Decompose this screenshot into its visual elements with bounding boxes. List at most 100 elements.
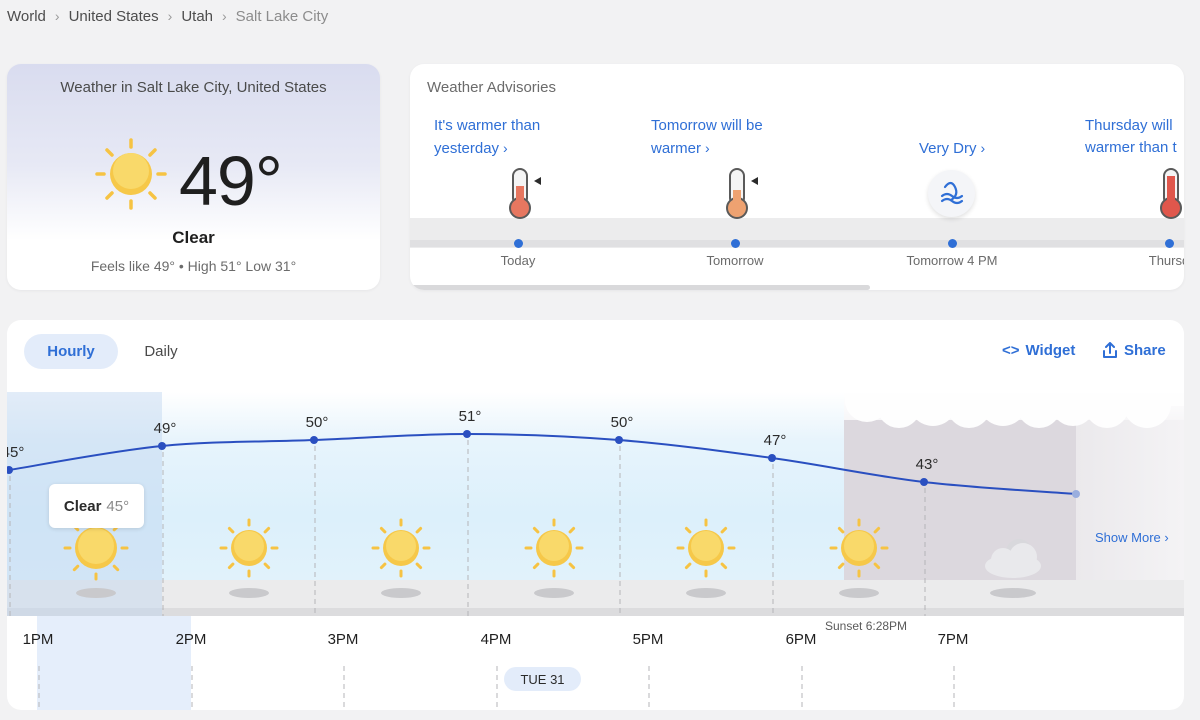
weather-advisories-card: Weather Advisories It's warmer than yest… <box>410 64 1184 290</box>
hour-temperature: 49° <box>153 420 177 437</box>
daytime-sky <box>7 392 844 616</box>
partly-cloudy-icon <box>985 539 1041 578</box>
current-weather-title: Weather in Salt Lake City, United States <box>60 79 327 96</box>
temperature-point <box>463 430 471 438</box>
breadcrumb-utah[interactable]: Utah <box>181 7 213 25</box>
sun-icon <box>371 518 431 578</box>
advisory-time: Tomorrow <box>706 253 764 268</box>
advisory-text-line: warmer than t <box>1085 139 1177 156</box>
advisories-scrollbar[interactable] <box>410 285 870 290</box>
sun-shadow <box>76 588 116 598</box>
sun-shadow <box>686 588 726 598</box>
forecast-card: Hourly Daily <> Widget Share <box>7 320 1184 710</box>
advisory-text-line: warmer <box>651 140 702 157</box>
temperature-point <box>310 436 318 444</box>
tab-daily[interactable]: Daily <box>144 343 178 360</box>
cloud-bank <box>845 378 1184 428</box>
advisories-timeline-line <box>410 240 1184 247</box>
sun-shadow <box>381 588 421 598</box>
advisory-text[interactable]: Thursday will warmer than t <box>1085 115 1184 159</box>
share-button[interactable]: Share <box>1102 342 1166 359</box>
tooltip-condition: Clear <box>63 497 102 515</box>
share-label: Share <box>1124 342 1166 359</box>
advisories-title: Weather Advisories <box>427 79 556 96</box>
sun-icon <box>829 518 889 578</box>
thermometer-warm-icon <box>509 168 541 219</box>
sun-icon <box>524 518 584 578</box>
advisory-text-line: It's warmer than <box>434 117 541 134</box>
cloud-shadow <box>990 588 1036 598</box>
breadcrumb-world[interactable]: World <box>7 7 46 25</box>
timeline-dot <box>514 239 523 248</box>
tooltip-temperature: 45° <box>106 497 130 515</box>
hourly-chart <box>7 378 1184 710</box>
advisory-text-line: Thursday will <box>1085 117 1173 134</box>
chevron-right-icon: › <box>705 140 710 156</box>
advisory-text[interactable]: Very Dry › <box>919 137 1119 160</box>
day-pill: TUE 31 <box>504 667 581 691</box>
temperature-line <box>8 432 1077 495</box>
tab-hourly[interactable]: Hourly <box>24 334 118 369</box>
thermometer-hot-icon <box>1160 168 1182 219</box>
ground-line <box>7 608 1184 616</box>
sun-icon <box>95 138 167 210</box>
hour-label: 1PM <box>22 631 54 648</box>
code-icon: <> <box>1002 342 1020 359</box>
share-icon <box>1103 342 1117 358</box>
current-temperature: 49° <box>179 142 283 220</box>
advisory-text-line: Very Dry <box>919 140 977 157</box>
hour-label: 7PM <box>937 631 969 648</box>
show-more-link[interactable]: Show More › <box>1095 530 1169 545</box>
widget-label: Widget <box>1025 342 1076 359</box>
temperature-point <box>615 436 623 444</box>
hour-label: 5PM <box>632 631 664 648</box>
widget-button[interactable]: <> Widget <box>1002 342 1075 359</box>
advisory-text[interactable]: Tomorrow will be warmer › <box>651 115 851 160</box>
temperature-point <box>920 478 928 486</box>
temperature-point <box>158 442 166 450</box>
hour-temperature: 50° <box>610 414 634 431</box>
hour-temperature: 45° <box>7 444 25 461</box>
advisory-text-line: yesterday <box>434 140 500 157</box>
breadcrumb-united-states[interactable]: United States <box>68 7 159 25</box>
timeline-dot <box>948 239 957 248</box>
temperature-point <box>768 454 776 462</box>
hour-label: 6PM <box>785 631 817 648</box>
advisory-item[interactable]: Thursday will warmer than t Thursd <box>1061 64 1184 290</box>
temperature-point <box>7 466 13 474</box>
sun-icon <box>676 518 736 578</box>
chevron-right-icon: › <box>980 140 986 156</box>
advisory-time: Tomorrow 4 PM <box>906 253 998 268</box>
advisory-item[interactable]: Tomorrow will be warmer › Tomorrow <box>627 64 843 290</box>
timeline-dot <box>1165 239 1174 248</box>
hour-temperature: 43° <box>915 456 939 473</box>
sun-shadow <box>534 588 574 598</box>
advisory-text[interactable]: It's warmer than yesterday › <box>434 115 634 160</box>
sun-shadow <box>229 588 269 598</box>
breadcrumb-separator: › <box>54 8 60 24</box>
hour-temperature: 47° <box>763 432 787 449</box>
hour-label: 3PM <box>327 631 359 648</box>
hour-tooltip: Clear 45° <box>49 484 144 528</box>
advisory-time: Thursd <box>1148 253 1184 268</box>
current-weather-card: Weather in Salt Lake City, United States… <box>7 64 380 290</box>
timeline-dot <box>731 239 740 248</box>
current-details: Feels like 49° • High 51° Low 31° <box>90 258 297 274</box>
hour-temperature: 50° <box>305 414 329 431</box>
chevron-right-icon: › <box>503 140 508 156</box>
breadcrumb-separator: › <box>167 8 173 24</box>
advisory-time: Today <box>500 253 536 268</box>
advisory-item[interactable]: It's warmer than yesterday › Today <box>410 64 626 290</box>
selected-hour-highlight-lower <box>37 616 191 710</box>
sunset-label: Sunset 6:28PM <box>825 619 908 633</box>
thermometer-warm-icon <box>726 168 758 219</box>
sun-shadow <box>839 588 879 598</box>
advisory-item[interactable]: Very Dry › Tomorrow 4 PM <box>844 64 1060 290</box>
sun-icon <box>219 518 279 578</box>
breadcrumb: World › United States › Utah › Salt Lake… <box>7 6 328 26</box>
temperature-point <box>1072 490 1080 498</box>
hour-temperature: 51° <box>458 408 482 425</box>
breadcrumb-separator: › <box>222 8 227 24</box>
sun-icon <box>63 515 129 581</box>
hour-label: 4PM <box>480 631 512 648</box>
